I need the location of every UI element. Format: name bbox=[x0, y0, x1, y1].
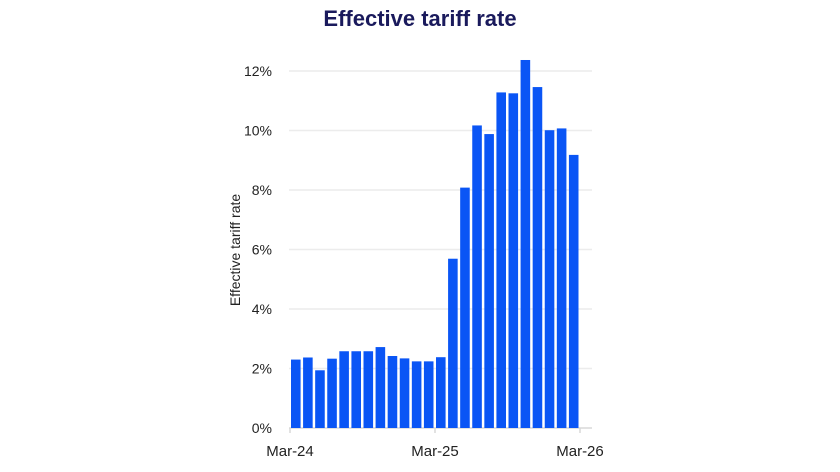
bar-sep-24 bbox=[363, 351, 374, 428]
bar-nov-25 bbox=[532, 87, 543, 428]
bar-feb-26 bbox=[568, 154, 579, 428]
y-tick-label: 8% bbox=[252, 182, 272, 198]
bar-mar-24 bbox=[291, 359, 301, 428]
bar-jun-24 bbox=[327, 358, 337, 428]
bar-jan-26 bbox=[556, 128, 567, 429]
bar-dec-25 bbox=[544, 130, 555, 428]
y-tick-label: 2% bbox=[252, 361, 272, 377]
bar-oct-24 bbox=[375, 347, 386, 428]
y-tick-label: 12% bbox=[244, 63, 272, 79]
bar-dec-24 bbox=[399, 358, 410, 428]
y-tick-label: 10% bbox=[244, 123, 272, 139]
bar-may-24 bbox=[315, 370, 325, 428]
x-tick-label: Mar-25 bbox=[411, 443, 459, 460]
y-tick-label: 6% bbox=[252, 242, 272, 258]
bar-nov-24 bbox=[387, 356, 398, 428]
bar-aug-25 bbox=[496, 92, 506, 429]
bar-jul-24 bbox=[339, 351, 349, 428]
y-tick-label: 4% bbox=[252, 301, 272, 317]
bar-aug-24 bbox=[351, 351, 361, 428]
chart-title: Effective tariff rate bbox=[323, 6, 516, 31]
bar-apr-24 bbox=[303, 357, 313, 428]
bar-oct-25 bbox=[520, 59, 531, 429]
bar-feb-25 bbox=[423, 361, 434, 428]
bar-jan-25 bbox=[411, 361, 422, 428]
y-tick-label: 0% bbox=[252, 420, 272, 436]
x-tick-label: Mar-24 bbox=[266, 443, 314, 460]
bar-apr-25 bbox=[448, 258, 458, 428]
bar-jun-25 bbox=[472, 125, 482, 428]
x-tick-label: Mar-26 bbox=[556, 443, 604, 460]
bar-mar-25 bbox=[436, 357, 446, 428]
bar-sep-25 bbox=[508, 93, 519, 428]
y-axis-label: Effective tariff rate bbox=[227, 194, 243, 307]
bar-jul-25 bbox=[484, 134, 494, 428]
bar-may-25 bbox=[460, 187, 470, 428]
